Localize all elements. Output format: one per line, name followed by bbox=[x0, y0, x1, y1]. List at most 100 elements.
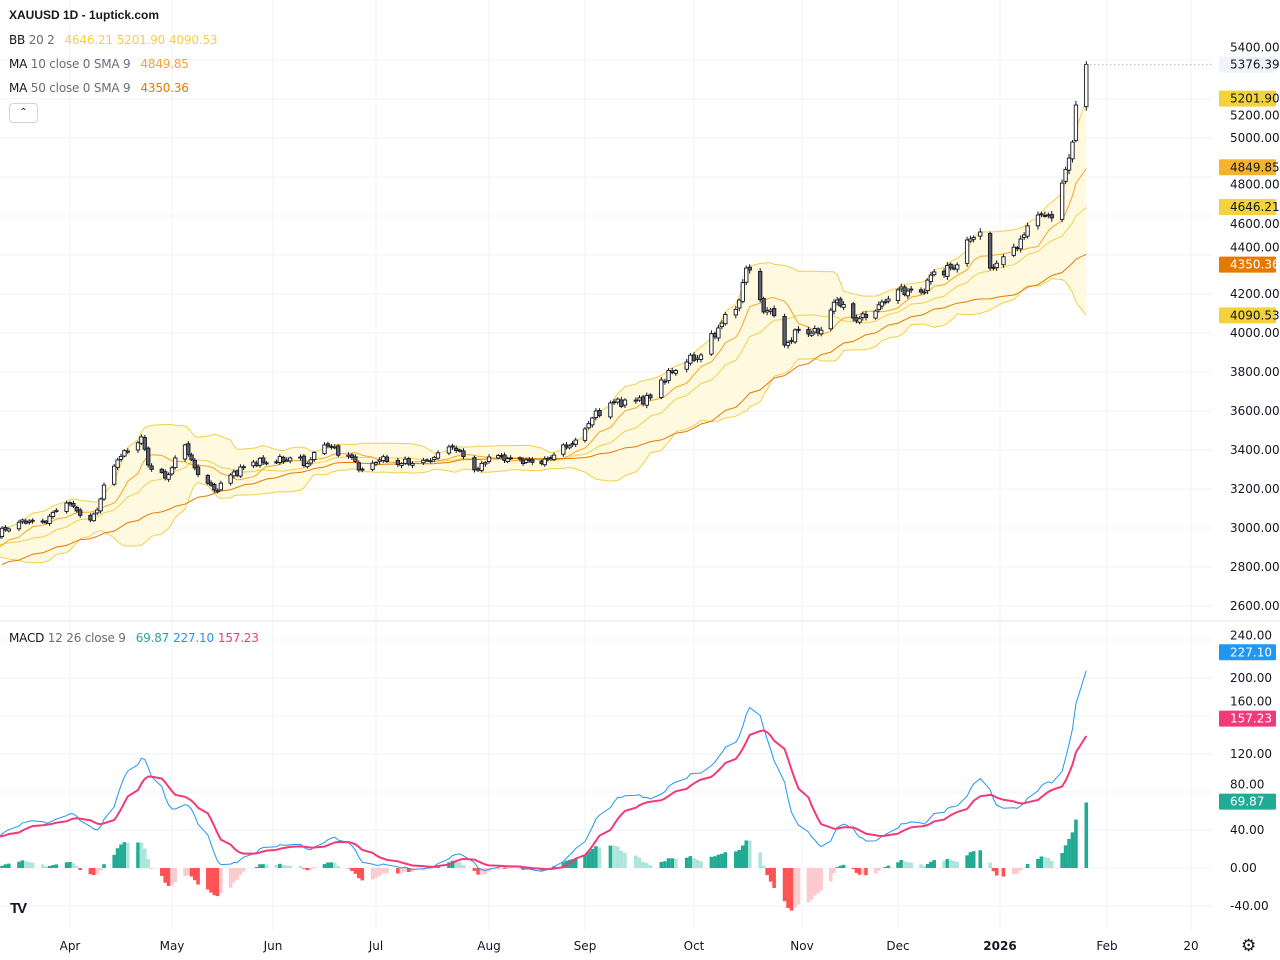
candle[interactable] bbox=[218, 480, 224, 492]
candle[interactable] bbox=[918, 287, 924, 295]
candle[interactable] bbox=[91, 512, 96, 522]
candle[interactable] bbox=[27, 519, 32, 525]
candle[interactable] bbox=[740, 279, 745, 304]
candle[interactable] bbox=[135, 440, 141, 453]
candle[interactable] bbox=[353, 454, 358, 463]
price-pane[interactable] bbox=[0, 61, 1212, 565]
candle[interactable] bbox=[968, 235, 973, 243]
candle[interactable] bbox=[189, 452, 194, 462]
candle[interactable] bbox=[149, 463, 154, 472]
candle[interactable] bbox=[857, 316, 862, 325]
legend-ma10[interactable]: MA 10 close 0 SMA 9 4849.85 bbox=[9, 57, 189, 71]
candle[interactable] bbox=[483, 461, 488, 467]
candle[interactable] bbox=[322, 442, 327, 455]
candle[interactable] bbox=[479, 460, 484, 473]
candle[interactable] bbox=[771, 305, 777, 318]
candle[interactable] bbox=[370, 460, 375, 472]
candle[interactable] bbox=[831, 299, 837, 315]
candle[interactable] bbox=[336, 444, 341, 458]
candle[interactable] bbox=[118, 453, 124, 462]
candle[interactable] bbox=[723, 312, 728, 326]
candle[interactable] bbox=[1039, 211, 1044, 218]
candle[interactable] bbox=[406, 456, 411, 467]
candle[interactable] bbox=[192, 458, 197, 471]
candle[interactable] bbox=[666, 368, 671, 384]
candle[interactable] bbox=[502, 452, 507, 464]
candle[interactable] bbox=[785, 340, 791, 349]
candle[interactable] bbox=[1025, 222, 1030, 239]
candle[interactable] bbox=[841, 301, 846, 311]
candle[interactable] bbox=[212, 482, 217, 493]
candle[interactable] bbox=[325, 441, 331, 449]
candle[interactable] bbox=[1018, 235, 1023, 253]
candle[interactable] bbox=[586, 420, 591, 430]
candle[interactable] bbox=[925, 278, 930, 295]
candle[interactable] bbox=[608, 400, 613, 420]
candle[interactable] bbox=[54, 508, 59, 513]
candle[interactable] bbox=[159, 467, 164, 474]
candle[interactable] bbox=[16, 519, 22, 532]
candle[interactable] bbox=[30, 518, 35, 524]
macd-pane[interactable] bbox=[0, 670, 1089, 911]
legend-macd[interactable]: MACD 12 26 close 9 69.87 227.10 157.23 bbox=[9, 631, 259, 645]
candle[interactable] bbox=[64, 500, 69, 514]
candle[interactable] bbox=[517, 456, 523, 462]
candle[interactable] bbox=[809, 330, 814, 337]
candle[interactable] bbox=[987, 231, 993, 271]
candle[interactable] bbox=[948, 262, 953, 271]
candle[interactable] bbox=[978, 228, 983, 240]
candle[interactable] bbox=[909, 286, 914, 294]
candle[interactable] bbox=[922, 288, 927, 295]
candle[interactable] bbox=[1035, 211, 1041, 230]
legend-bb[interactable]: BB 20 2 4646.21 5201.90 4090.53 bbox=[9, 33, 218, 47]
candle[interactable] bbox=[673, 369, 678, 376]
candle[interactable] bbox=[971, 235, 976, 243]
candle[interactable] bbox=[238, 464, 243, 478]
candle[interactable] bbox=[524, 457, 529, 464]
candle[interactable] bbox=[1070, 140, 1075, 163]
candle[interactable] bbox=[597, 408, 602, 418]
candle[interactable] bbox=[1063, 166, 1068, 185]
candle[interactable] bbox=[945, 262, 950, 280]
candle[interactable] bbox=[125, 448, 130, 455]
candle[interactable] bbox=[142, 434, 147, 452]
candle[interactable] bbox=[435, 450, 441, 460]
candle[interactable] bbox=[994, 260, 999, 272]
candle[interactable] bbox=[709, 330, 714, 356]
candle[interactable] bbox=[241, 464, 246, 470]
candle[interactable] bbox=[74, 505, 79, 513]
candle[interactable] bbox=[78, 507, 83, 518]
candle[interactable] bbox=[876, 301, 881, 313]
candle[interactable] bbox=[454, 445, 459, 453]
candle[interactable] bbox=[873, 309, 878, 320]
candle[interactable] bbox=[782, 313, 787, 348]
candle[interactable] bbox=[312, 451, 317, 462]
candle[interactable] bbox=[886, 295, 891, 304]
candle[interactable] bbox=[573, 437, 578, 448]
candle[interactable] bbox=[208, 480, 214, 487]
candle[interactable] bbox=[215, 488, 220, 494]
candle[interactable] bbox=[928, 271, 934, 285]
candle[interactable] bbox=[1066, 154, 1072, 175]
candle[interactable] bbox=[733, 306, 738, 319]
candle[interactable] bbox=[590, 416, 595, 428]
candle[interactable] bbox=[582, 426, 588, 443]
candle[interactable] bbox=[863, 311, 869, 321]
candle[interactable] bbox=[472, 455, 477, 473]
candle[interactable] bbox=[955, 262, 960, 273]
candle[interactable] bbox=[115, 457, 120, 471]
candle[interactable] bbox=[50, 510, 56, 519]
candle[interactable] bbox=[964, 236, 970, 267]
candle[interactable] bbox=[719, 320, 725, 330]
candle[interactable] bbox=[305, 461, 310, 469]
candle[interactable] bbox=[761, 296, 766, 314]
candle[interactable] bbox=[648, 393, 653, 401]
candle[interactable] bbox=[796, 326, 801, 334]
candle[interactable] bbox=[551, 452, 557, 462]
candle[interactable] bbox=[450, 443, 455, 450]
candle[interactable] bbox=[905, 287, 911, 299]
candle[interactable] bbox=[98, 497, 103, 514]
candle[interactable] bbox=[879, 299, 885, 310]
candle[interactable] bbox=[186, 441, 191, 457]
candle[interactable] bbox=[895, 287, 901, 304]
